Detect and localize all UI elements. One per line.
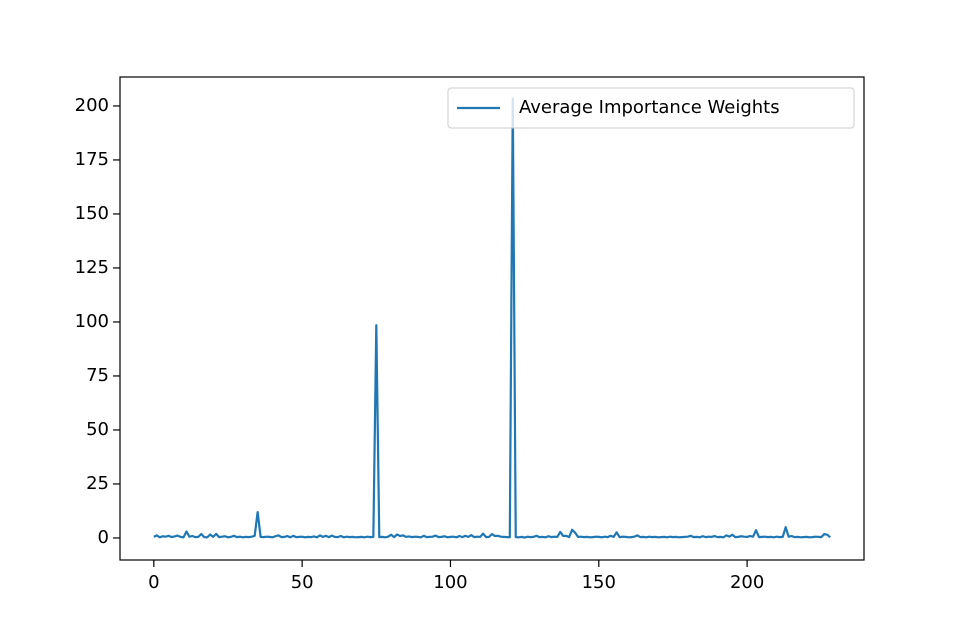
legend-label: Average Importance Weights [519, 97, 780, 118]
legend-box [447, 87, 855, 129]
line [153, 97, 831, 539]
y-tick-label: 200 [75, 95, 109, 116]
x-tick-label: 100 [433, 572, 467, 593]
y-tick-label: 0 [98, 527, 109, 548]
plot-frame [119, 76, 865, 561]
y-tick-label: 175 [75, 149, 109, 170]
x-tick-label: 0 [148, 572, 159, 593]
y-tick-label: 75 [86, 365, 109, 386]
y-tick-label: 150 [75, 203, 109, 224]
y-tick-label: 100 [75, 311, 109, 332]
x-tick-label: 200 [730, 572, 764, 593]
x-tick-label: 150 [582, 572, 616, 593]
y-tick-label: 25 [86, 473, 109, 494]
y-tick-label: 125 [75, 257, 109, 278]
y-tick-label: 50 [86, 419, 109, 440]
x-tick-label: 50 [291, 572, 314, 593]
